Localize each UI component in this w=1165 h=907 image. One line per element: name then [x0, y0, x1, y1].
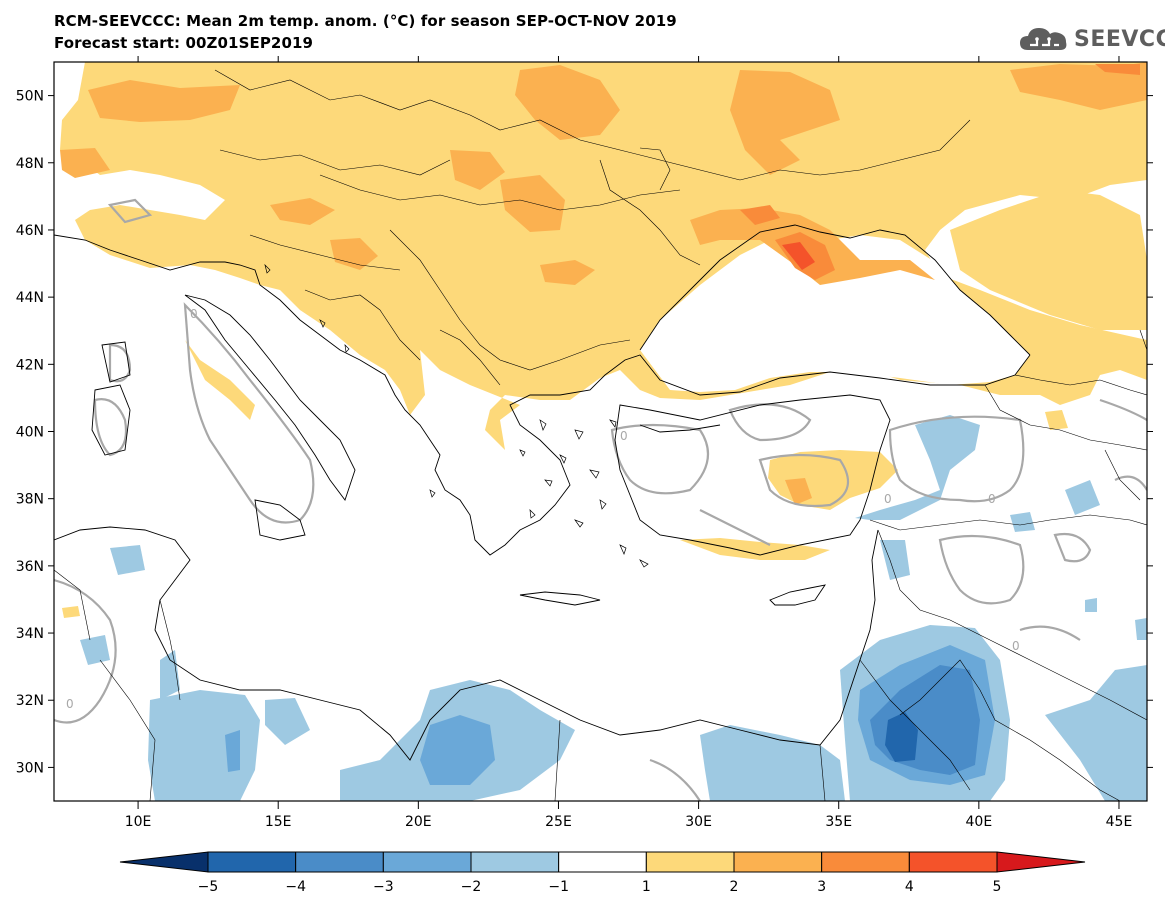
- warm-anomaly-region: [185, 340, 255, 420]
- strong-warm-anomaly: [60, 62, 1147, 505]
- contour-label: 0: [190, 307, 198, 321]
- colorbar-swatch: [295, 851, 384, 873]
- colorbar-label: 1: [642, 879, 651, 895]
- map-fields: 0 0 0 0 0 0: [54, 62, 1147, 801]
- seevccc-logo: SEEVCCC: [1018, 24, 1165, 54]
- lat-tick-label: 50N: [16, 89, 44, 105]
- lat-tick-label: 46N: [16, 223, 44, 239]
- contour-label: 0: [884, 492, 892, 506]
- colorbar-label: 5: [993, 879, 1002, 895]
- colorbar-swatch: [207, 851, 297, 873]
- lat-tick-label: 48N: [16, 156, 44, 172]
- lat-tick-label: 30N: [16, 760, 44, 776]
- lat-tick-label: 40N: [16, 425, 44, 441]
- contour-label: 0: [1012, 639, 1020, 653]
- colorbar: −5 −4 −3 −2 −1 1 2 3 4 5: [119, 851, 1086, 895]
- lat-tick-label: 42N: [16, 357, 44, 373]
- colorbar-swatch: [382, 851, 472, 873]
- logo-text: SEEVCCC: [1074, 26, 1165, 52]
- contour-label: 0: [988, 492, 996, 506]
- colorbar-max-arrow: [996, 851, 1086, 873]
- lon-tick-label: 20E: [405, 814, 432, 830]
- lon-tick-label: 35E: [825, 814, 852, 830]
- hot-anomaly-region: [740, 205, 780, 225]
- colorbar-label: −4: [285, 879, 306, 895]
- hot-anomaly-region: [1095, 64, 1140, 75]
- cloud-icon: [1020, 28, 1067, 50]
- contour-labels: 0 0 0 0 0 0: [66, 307, 1020, 711]
- colorbar-swatch: [733, 851, 823, 873]
- lon-tick-label: 40E: [966, 814, 993, 830]
- colorbar-label: −1: [548, 879, 569, 895]
- map-title: RCM-SEEVCCC: Mean 2m temp. anom. (°C) fo…: [54, 12, 677, 30]
- coastlines: [54, 224, 1031, 761]
- hot-anomaly-region: [782, 242, 815, 270]
- colorbar-label: −3: [373, 879, 394, 895]
- colorbar-label: 3: [817, 879, 826, 895]
- contour-label: 0: [620, 429, 628, 443]
- zero-contour-lines: [54, 198, 1147, 801]
- latitude-axis: 50N 48N 46N 44N 42N 40N 38N 36N 34N 32N 30N: [16, 89, 1153, 776]
- warm-anomaly-region: [1045, 410, 1068, 430]
- colorbar-swatch: [558, 851, 647, 873]
- lon-tick-label: 15E: [265, 814, 292, 830]
- warm-anomaly-region: [680, 538, 830, 560]
- forecast-start-label: Forecast start: 00Z01SEP2019: [54, 34, 314, 52]
- longitude-axis: 10E 15E 20E 25E 30E 35E 40E 45E: [125, 56, 1133, 830]
- country-borders: [54, 69, 1147, 801]
- lon-tick-label: 45E: [1106, 814, 1133, 830]
- colorbar-swatch: [821, 851, 910, 873]
- lon-tick-label: 25E: [545, 814, 572, 830]
- lon-tick-label: 30E: [685, 814, 712, 830]
- aegean-islands: [264, 263, 649, 568]
- colorbar-min-arrow: [119, 851, 209, 873]
- contour-label: 0: [66, 697, 74, 711]
- lat-tick-label: 38N: [16, 492, 44, 508]
- lat-tick-label: 36N: [16, 559, 44, 575]
- colorbar-swatch: [470, 851, 560, 873]
- colorbar-label: −5: [198, 879, 219, 895]
- very-cold-anomaly-region: [885, 712, 918, 762]
- colorbar-label: −2: [461, 879, 482, 895]
- colorbar-swatch: [908, 851, 998, 873]
- colorbar-swatch: [645, 851, 735, 873]
- lat-tick-label: 34N: [16, 626, 44, 642]
- lat-tick-label: 44N: [16, 290, 44, 306]
- lat-tick-label: 32N: [16, 693, 44, 709]
- warm-anomaly-region: [950, 190, 1147, 330]
- colorbar-label: 2: [730, 879, 739, 895]
- lon-tick-label: 10E: [125, 814, 152, 830]
- colorbar-label: 4: [905, 879, 914, 895]
- warm-anomaly-region: [62, 606, 80, 618]
